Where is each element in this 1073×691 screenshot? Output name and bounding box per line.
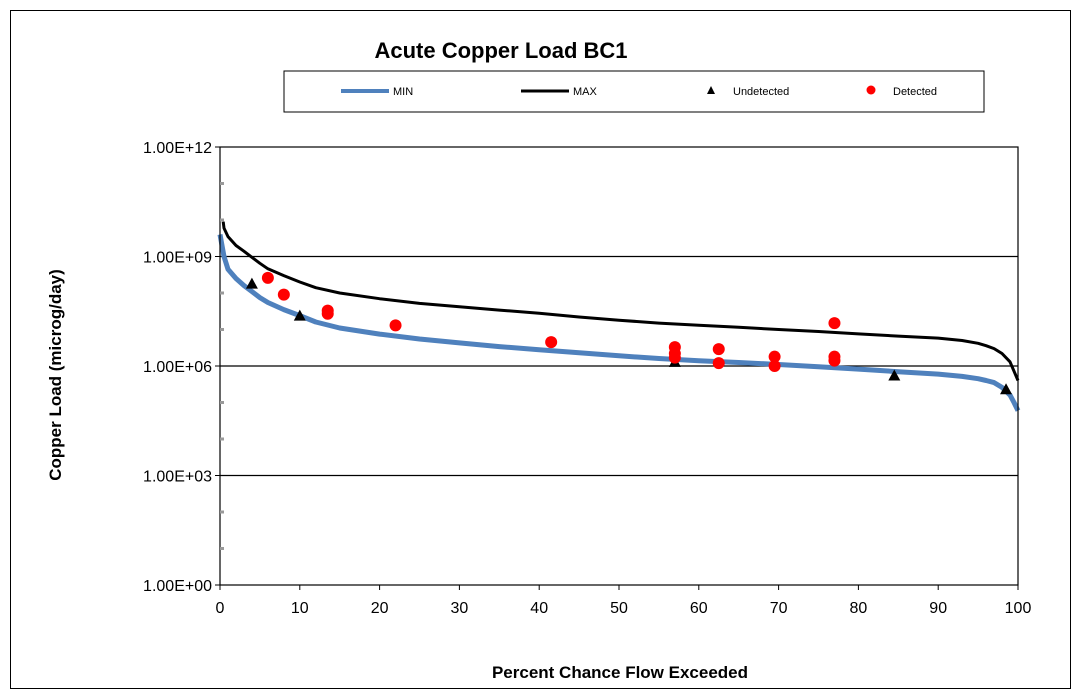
point-detected bbox=[712, 343, 725, 356]
x-axis-title: Percent Chance Flow Exceeded bbox=[492, 663, 748, 682]
x-tick-label: 10 bbox=[291, 600, 309, 617]
chart-title: Acute Copper Load BC1 bbox=[374, 38, 627, 63]
point-detected bbox=[768, 350, 781, 363]
point-undetected bbox=[245, 277, 258, 289]
point-detected bbox=[321, 307, 334, 320]
legend: MIN MAX Undetected Detected bbox=[283, 70, 985, 113]
point-detected bbox=[712, 357, 725, 370]
chart-svg: Acute Copper Load BC1 MIN MAX Undetected De… bbox=[46, 38, 1031, 682]
point-detected bbox=[768, 360, 781, 372]
chart-frame: Acute Copper Load BC1 MIN MAX Undetected De… bbox=[10, 10, 1071, 689]
point-detected bbox=[828, 354, 841, 367]
legend-swatch-undetected bbox=[707, 86, 715, 94]
y-tick-label: 1.00E+09 bbox=[143, 250, 212, 267]
point-detected bbox=[545, 336, 558, 349]
x-tick-label: 40 bbox=[530, 600, 548, 617]
point-undetected bbox=[888, 369, 901, 381]
series-line-max bbox=[221, 221, 1020, 382]
y-tick-label: 1.00E+06 bbox=[143, 359, 212, 376]
x-tick-label: 90 bbox=[929, 600, 947, 617]
legend-label-undetected: Undetected bbox=[733, 86, 789, 98]
y-axis-title: Copper Load (microg/day) bbox=[46, 269, 65, 481]
x-tick-label: 20 bbox=[371, 600, 389, 617]
legend-swatch-detected bbox=[866, 85, 876, 95]
y-tick-label: 1.00E+03 bbox=[143, 469, 212, 486]
x-tick-label: 70 bbox=[770, 600, 788, 617]
y-tick-label: 1.00E+12 bbox=[143, 140, 212, 157]
legend-label-min: MIN bbox=[393, 86, 413, 98]
x-tick-label: 50 bbox=[610, 600, 628, 617]
x-tick-label: 80 bbox=[850, 600, 868, 617]
point-undetected bbox=[293, 309, 306, 321]
point-detected bbox=[828, 317, 841, 330]
x-tick-label: 60 bbox=[690, 600, 708, 617]
plot-area: 0 10 20 30 40 50 60 70 80 90 100 1.00E+00 1.00E+03 1… bbox=[143, 140, 1031, 617]
x-tick-label: 100 bbox=[1005, 600, 1032, 617]
point-detected bbox=[389, 319, 402, 332]
point-undetected bbox=[1000, 383, 1013, 395]
point-detected bbox=[668, 351, 681, 364]
y-tick-label: 1.00E+00 bbox=[143, 578, 212, 595]
x-tick-label: 30 bbox=[451, 600, 469, 617]
point-detected bbox=[261, 271, 274, 284]
legend-label-detected: Detected bbox=[893, 86, 937, 98]
series-line-min bbox=[217, 234, 1021, 412]
x-tick-label: 0 bbox=[216, 600, 225, 617]
point-detected bbox=[277, 288, 290, 301]
legend-label-max: MAX bbox=[573, 86, 598, 98]
